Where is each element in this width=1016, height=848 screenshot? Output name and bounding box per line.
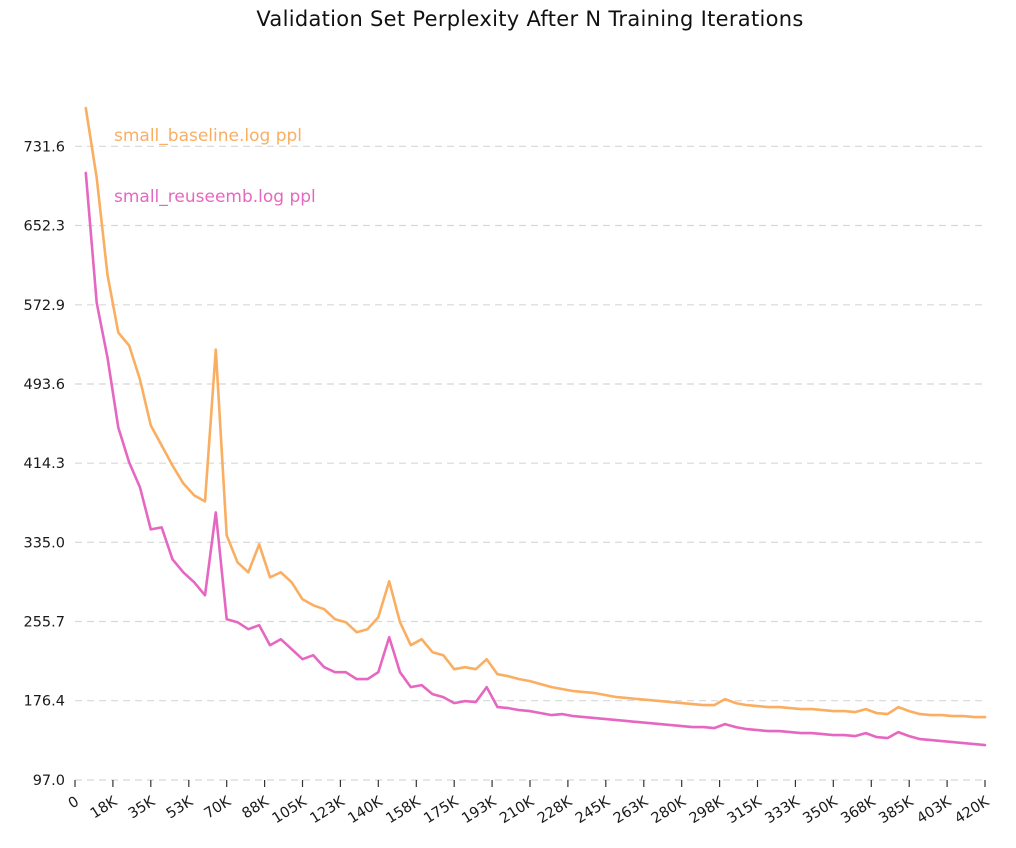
x-tick-label: 298K [687,794,727,828]
x-tick-label: 350K [800,794,840,828]
x-tick-label: 53K [164,794,197,823]
y-tick-label: 335.0 [23,535,65,551]
x-tick-label: 88K [240,794,273,823]
x-tick-label: 403K [914,794,954,828]
x-tick-label: 140K [345,794,385,828]
y-tick-label: 493.6 [23,377,65,393]
x-tick-label: 0 [66,794,82,812]
chart-title: Validation Set Perplexity After N Traini… [256,7,804,31]
x-tick-label: 245K [573,794,613,828]
y-tick-label: 97.0 [33,773,65,789]
x-tick-label: 158K [383,794,423,828]
x-tick-label: 193K [459,794,499,828]
x-tick-label: 175K [421,794,461,828]
x-tick-label: 333K [763,794,803,828]
x-tick-label: 368K [838,794,878,828]
y-tick-label: 731.6 [23,139,65,155]
x-tick-label: 35K [126,794,159,823]
x-tick-label: 280K [649,794,689,828]
series-line-baseline [84,106,987,719]
series-label-baseline: small_baseline.log ppl [114,126,303,146]
x-tick-label: 210K [497,794,537,828]
x-tick-label: 385K [876,794,916,828]
x-tick-label: 263K [611,794,651,828]
y-tick-label: 572.9 [23,298,65,314]
x-tick-label: 420K [952,794,992,828]
x-tick-label: 18K [88,794,121,823]
y-tick-label: 176.4 [23,694,65,710]
x-tick-label: 123K [308,794,348,828]
series-label-reuseemb: small_reuseemb.log ppl [114,187,316,207]
x-tick-label: 228K [535,794,575,828]
series-line-reuseemb [84,171,987,747]
x-tick-label: 70K [202,794,235,823]
y-tick-label: 652.3 [23,219,65,235]
y-tick-label: 414.3 [23,456,65,472]
y-tick-label: 255.7 [23,615,65,631]
x-tick-label: 105K [270,794,310,828]
x-tick-label: 315K [725,794,765,828]
